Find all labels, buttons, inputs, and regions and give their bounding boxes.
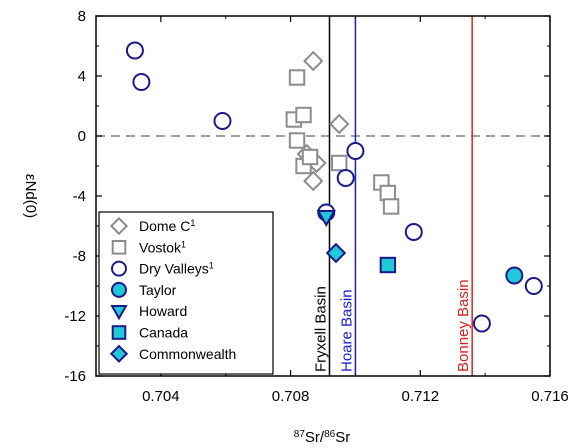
basin-label: Fryxell Basin [312, 286, 329, 372]
y-tick-label: 0 [78, 128, 86, 145]
data-point [301, 148, 319, 166]
legend-entry-label: Vostok [139, 239, 182, 255]
legend-box [98, 211, 274, 375]
data-point [331, 154, 348, 172]
legend-marker [109, 216, 129, 236]
axes: 8 4 0 -4 -8 -12 -16 0.704 0.708 0.712 0.716 [64, 8, 568, 405]
legend-marker [111, 240, 127, 255]
data-point [303, 50, 324, 72]
data-point [404, 223, 423, 241]
y-tick-label: -12 [64, 308, 86, 325]
data-point [132, 73, 151, 91]
x-axis-title-part-2: Sr [335, 429, 350, 446]
legend-entry: Commonwealth [139, 346, 236, 362]
legend-entry: Dome C1 [139, 218, 195, 234]
legend-entry-superscript: 1 [209, 261, 214, 271]
data-point [125, 41, 144, 60]
data-point [472, 314, 491, 333]
legend-entry: Dry Valleys1 [139, 261, 214, 277]
basin-lines: Fryxell Basin Hoare Basin Bonney Basin [312, 16, 473, 376]
legend-entry: Howard [139, 303, 187, 319]
legend-entry-label: Commonwealth [139, 346, 236, 362]
y-tick-label: -8 [73, 248, 86, 265]
data-point [346, 142, 365, 160]
legend-marker [109, 344, 129, 363]
y-tick-label: -16 [64, 368, 86, 385]
y-tick-label: 8 [78, 8, 86, 25]
legend-entry: Canada [139, 325, 188, 341]
legend-marker [111, 325, 127, 340]
legend-marker [111, 281, 127, 298]
x-axis-title-sup-1: 87 [294, 429, 306, 440]
data-point [524, 277, 543, 295]
x-axis-title-sup-2: 86 [324, 429, 336, 440]
data-point [316, 210, 336, 228]
legend-entry-label: Dry Valleys [139, 261, 209, 277]
data-point [325, 242, 347, 264]
x-tick-label: 0.704 [142, 388, 180, 405]
legend-entry-label: Howard [139, 303, 187, 319]
x-axis-title: 87Sr/86Sr [294, 429, 350, 447]
legend-entry-superscript: 1 [190, 218, 195, 228]
legend-marker [111, 260, 127, 277]
legend-entry-label: Dome C [139, 218, 190, 234]
data-point [379, 256, 397, 274]
y-tick-label: -4 [73, 188, 86, 205]
data-point [295, 106, 312, 124]
x-tick-label: 0.708 [272, 388, 310, 405]
x-tick-label: 0.716 [531, 388, 569, 405]
data-point [329, 113, 350, 135]
data-point [303, 170, 324, 192]
y-axis-title: εNd(0) [22, 174, 39, 218]
x-axis-title-part-1: Sr/ [305, 429, 325, 446]
legend-entry-label: Canada [139, 325, 188, 341]
basin-label: Hoare Basin [338, 289, 355, 372]
data-point [505, 266, 524, 285]
data-point [213, 112, 232, 130]
legend-entry: Vostok1 [139, 239, 186, 255]
legend-marker [110, 304, 128, 321]
legend-entry: Taylor [139, 282, 177, 298]
data-point [382, 198, 400, 215]
y-tick-label: 4 [78, 68, 86, 85]
basin-label: Bonney Basin [455, 279, 472, 372]
data-point [288, 132, 306, 149]
data-markers [125, 41, 543, 333]
legend-entry-label: Taylor [139, 282, 177, 298]
legend-entry-superscript: 1 [181, 239, 186, 249]
data-point [336, 169, 355, 187]
data-point [288, 69, 306, 86]
x-tick-label: 0.712 [402, 388, 440, 405]
data-point [379, 184, 397, 202]
